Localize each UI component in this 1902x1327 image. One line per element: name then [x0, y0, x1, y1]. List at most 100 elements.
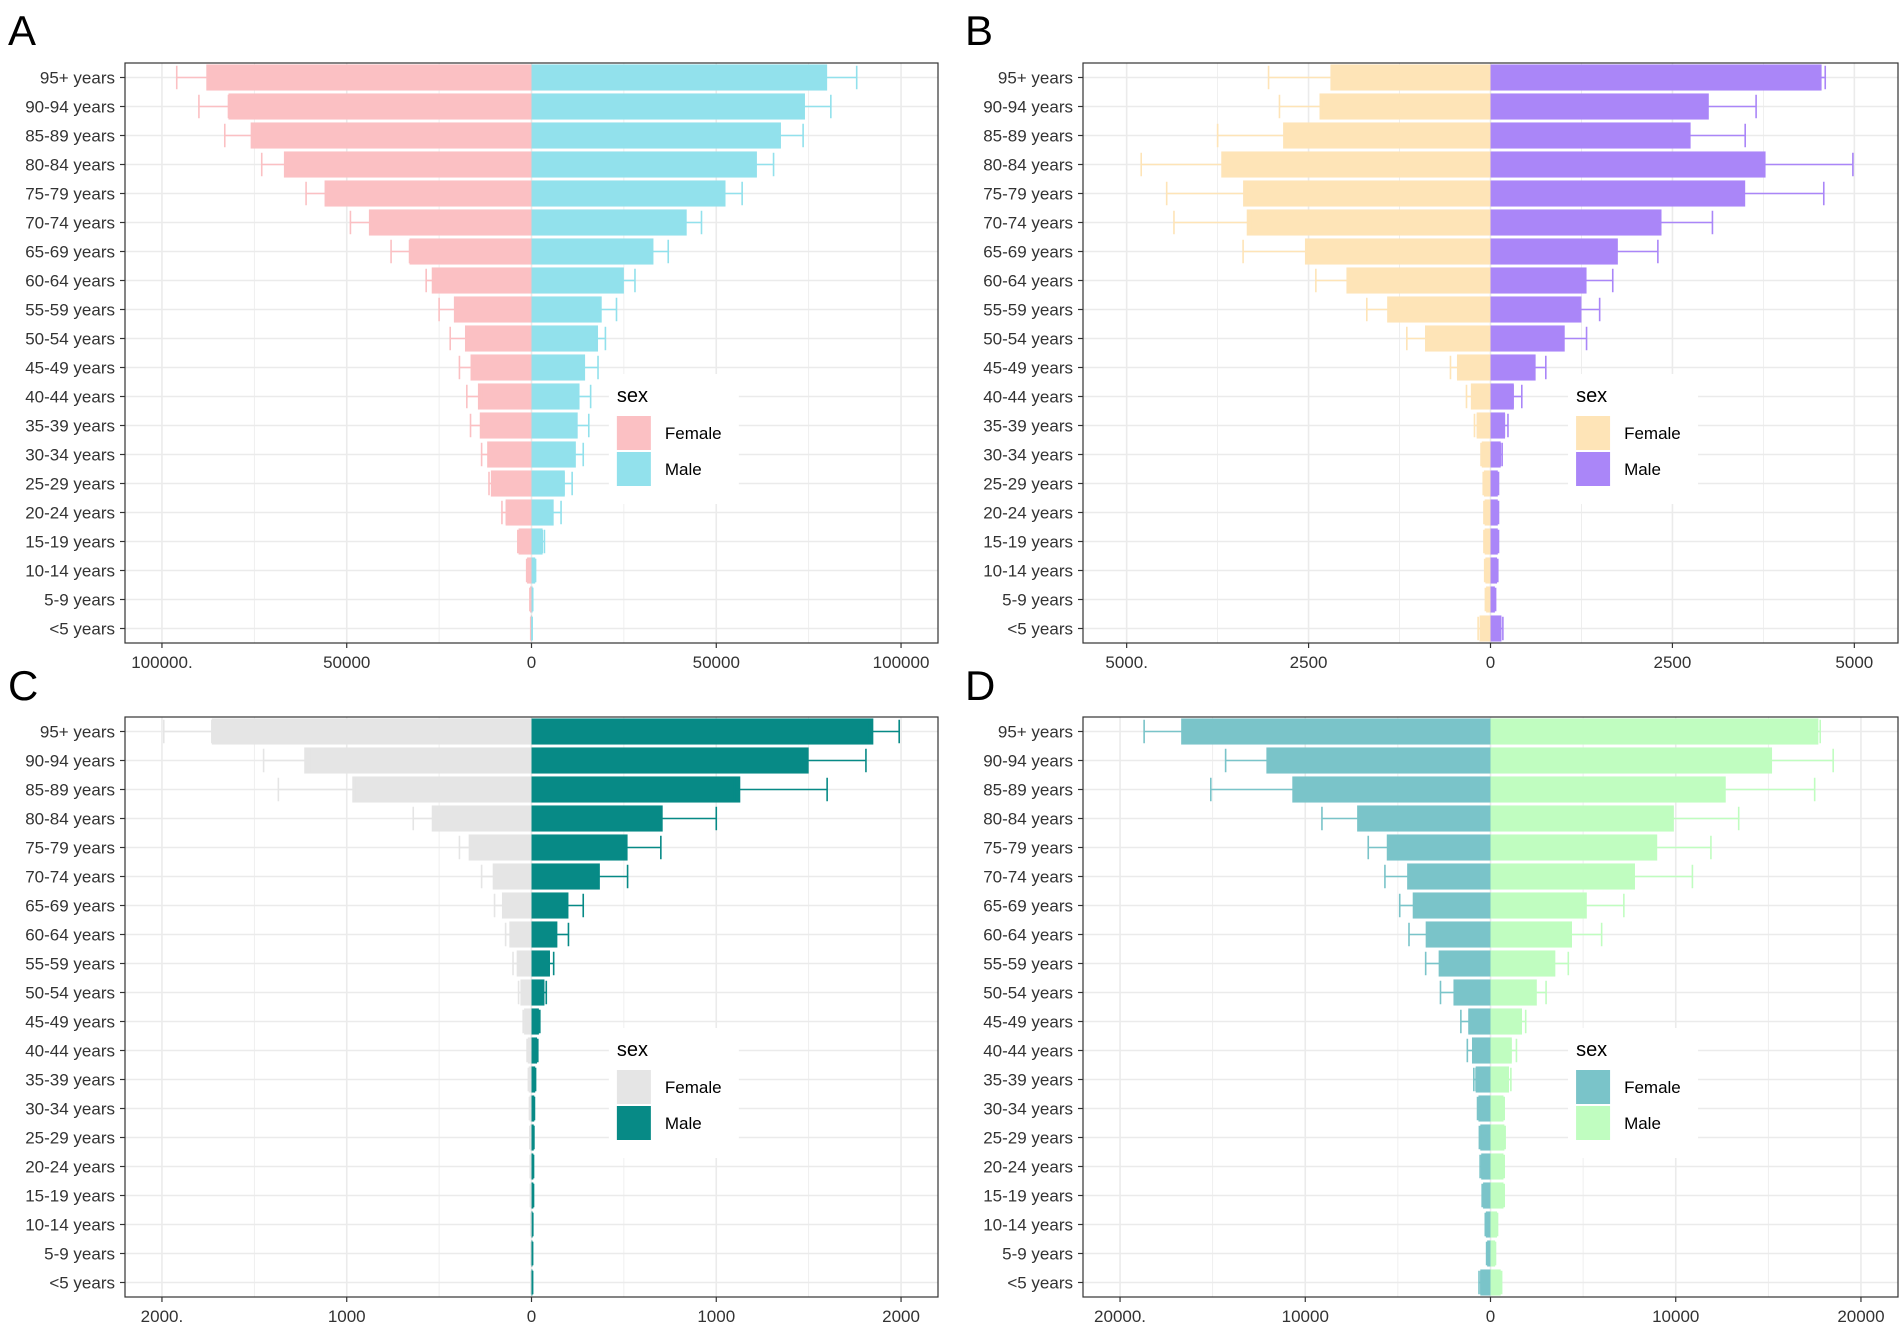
errorbar-male [1493, 587, 1497, 612]
y-tick-label: 15-19 years [25, 533, 115, 552]
bar-female [518, 528, 532, 555]
bar-female [487, 441, 532, 468]
bar-female [1471, 1037, 1491, 1064]
errorbar-female [1224, 748, 1270, 773]
bar-male [531, 93, 805, 120]
bar-female [527, 557, 532, 584]
bar-male [531, 1037, 538, 1064]
errorbar-male [1552, 951, 1570, 976]
panel-label: B [965, 7, 993, 54]
y-tick-label: 30-34 years [25, 446, 115, 465]
y-tick-label: 40-44 years [25, 388, 115, 407]
errorbar-female [1424, 951, 1442, 976]
y-tick-label: 40-44 years [983, 388, 1073, 407]
y-tick-label: 75-79 years [983, 839, 1073, 858]
bar-male [1490, 834, 1658, 861]
bar-male [531, 238, 654, 265]
errorbar-male [1510, 1038, 1518, 1063]
bar-female [250, 122, 532, 149]
bar-male [531, 863, 600, 890]
bar-female [453, 296, 532, 323]
bar-female [1484, 499, 1491, 526]
y-tick-label: 20-24 years [25, 504, 115, 523]
bar-female [1479, 615, 1491, 642]
y-tick-label: 50-54 years [25, 330, 115, 349]
errorbar-female [305, 181, 330, 206]
bar-female [1243, 180, 1491, 207]
bar-male [531, 412, 578, 439]
errorbar-male [1499, 442, 1503, 467]
bar-female [1438, 950, 1491, 977]
bar-male [1490, 950, 1556, 977]
panel-label: D [965, 662, 995, 709]
bar-male [531, 151, 757, 178]
legend-title: sex [617, 385, 648, 407]
y-tick-label: 65-69 years [983, 897, 1073, 916]
errorbar-male [542, 980, 548, 1005]
bar-female [479, 412, 532, 439]
bar-male [531, 747, 809, 774]
panel-C: C95+ years 90-94 years 85-89 years 80-84 ye… [8, 662, 939, 1326]
y-tick-label: 25-29 years [25, 475, 115, 494]
errorbar-male [1760, 152, 1854, 177]
x-tick-label: 2000. [141, 1307, 184, 1326]
bar-female [1292, 776, 1491, 803]
bar-male [1490, 1095, 1504, 1122]
bar-male [1490, 557, 1498, 584]
bar-male [1490, 921, 1572, 948]
y-tick-label: 5-9 years [1002, 591, 1073, 610]
errorbar-male [534, 558, 537, 583]
legend: sex Female Male [1568, 1028, 1699, 1158]
errorbar-female [1485, 1241, 1489, 1266]
bar-male [531, 209, 687, 236]
errorbar-male [565, 893, 585, 918]
bar-male [1490, 1037, 1512, 1064]
errorbar-male [1654, 835, 1712, 860]
bar-male [1490, 209, 1662, 236]
bar-female [492, 863, 532, 890]
x-tick-label: 100000. [131, 653, 192, 672]
errorbar-female [458, 835, 472, 860]
errorbar-female [517, 980, 523, 1005]
y-tick-label: 45-49 years [25, 1013, 115, 1032]
errorbar-male [1495, 1212, 1499, 1237]
y-tick-label: 90-94 years [25, 98, 115, 117]
bar-male [1490, 122, 1691, 149]
bar-male [531, 776, 741, 803]
y-tick-label: 70-74 years [25, 214, 115, 233]
errorbar-female [1140, 152, 1226, 177]
y-tick-label: 95+ years [40, 69, 115, 88]
y-tick-label: 5-9 years [44, 591, 115, 610]
y-tick-label: 60-64 years [983, 926, 1073, 945]
errorbar-female [1242, 239, 1310, 264]
errorbar-female [260, 152, 289, 177]
y-tick-label: 65-69 years [25, 897, 115, 916]
bar-male [531, 296, 602, 323]
errorbar-female [458, 355, 474, 380]
legend-label-female: Female [1624, 424, 1681, 443]
errorbar-male [551, 500, 562, 525]
bar-male [1490, 499, 1498, 526]
legend: sex Female Male [608, 374, 739, 504]
legend-key-female [1576, 1070, 1611, 1104]
errorbar-male [1704, 94, 1757, 119]
bar-male [1490, 805, 1674, 832]
errorbar-male [1614, 239, 1659, 264]
y-tick-label: 30-34 years [25, 1100, 115, 1119]
bar-female [490, 470, 532, 497]
y-tick-label: 45-49 years [25, 359, 115, 378]
errorbar-female [1465, 384, 1474, 409]
bar-female [1478, 1095, 1491, 1122]
errorbar-female [1408, 922, 1429, 947]
bar-female [1346, 267, 1491, 294]
y-tick-label: 85-89 years [25, 781, 115, 800]
bar-female [1457, 354, 1491, 381]
errorbar-female [1365, 297, 1390, 322]
bar-male [1490, 528, 1498, 555]
errorbar-female [1460, 1009, 1470, 1034]
y-tick-label: 35-39 years [983, 1071, 1073, 1090]
legend-key-female [616, 1070, 651, 1104]
errorbar-female [1165, 181, 1248, 206]
y-tick-label: 40-44 years [25, 1042, 115, 1061]
bar-male [531, 950, 550, 977]
